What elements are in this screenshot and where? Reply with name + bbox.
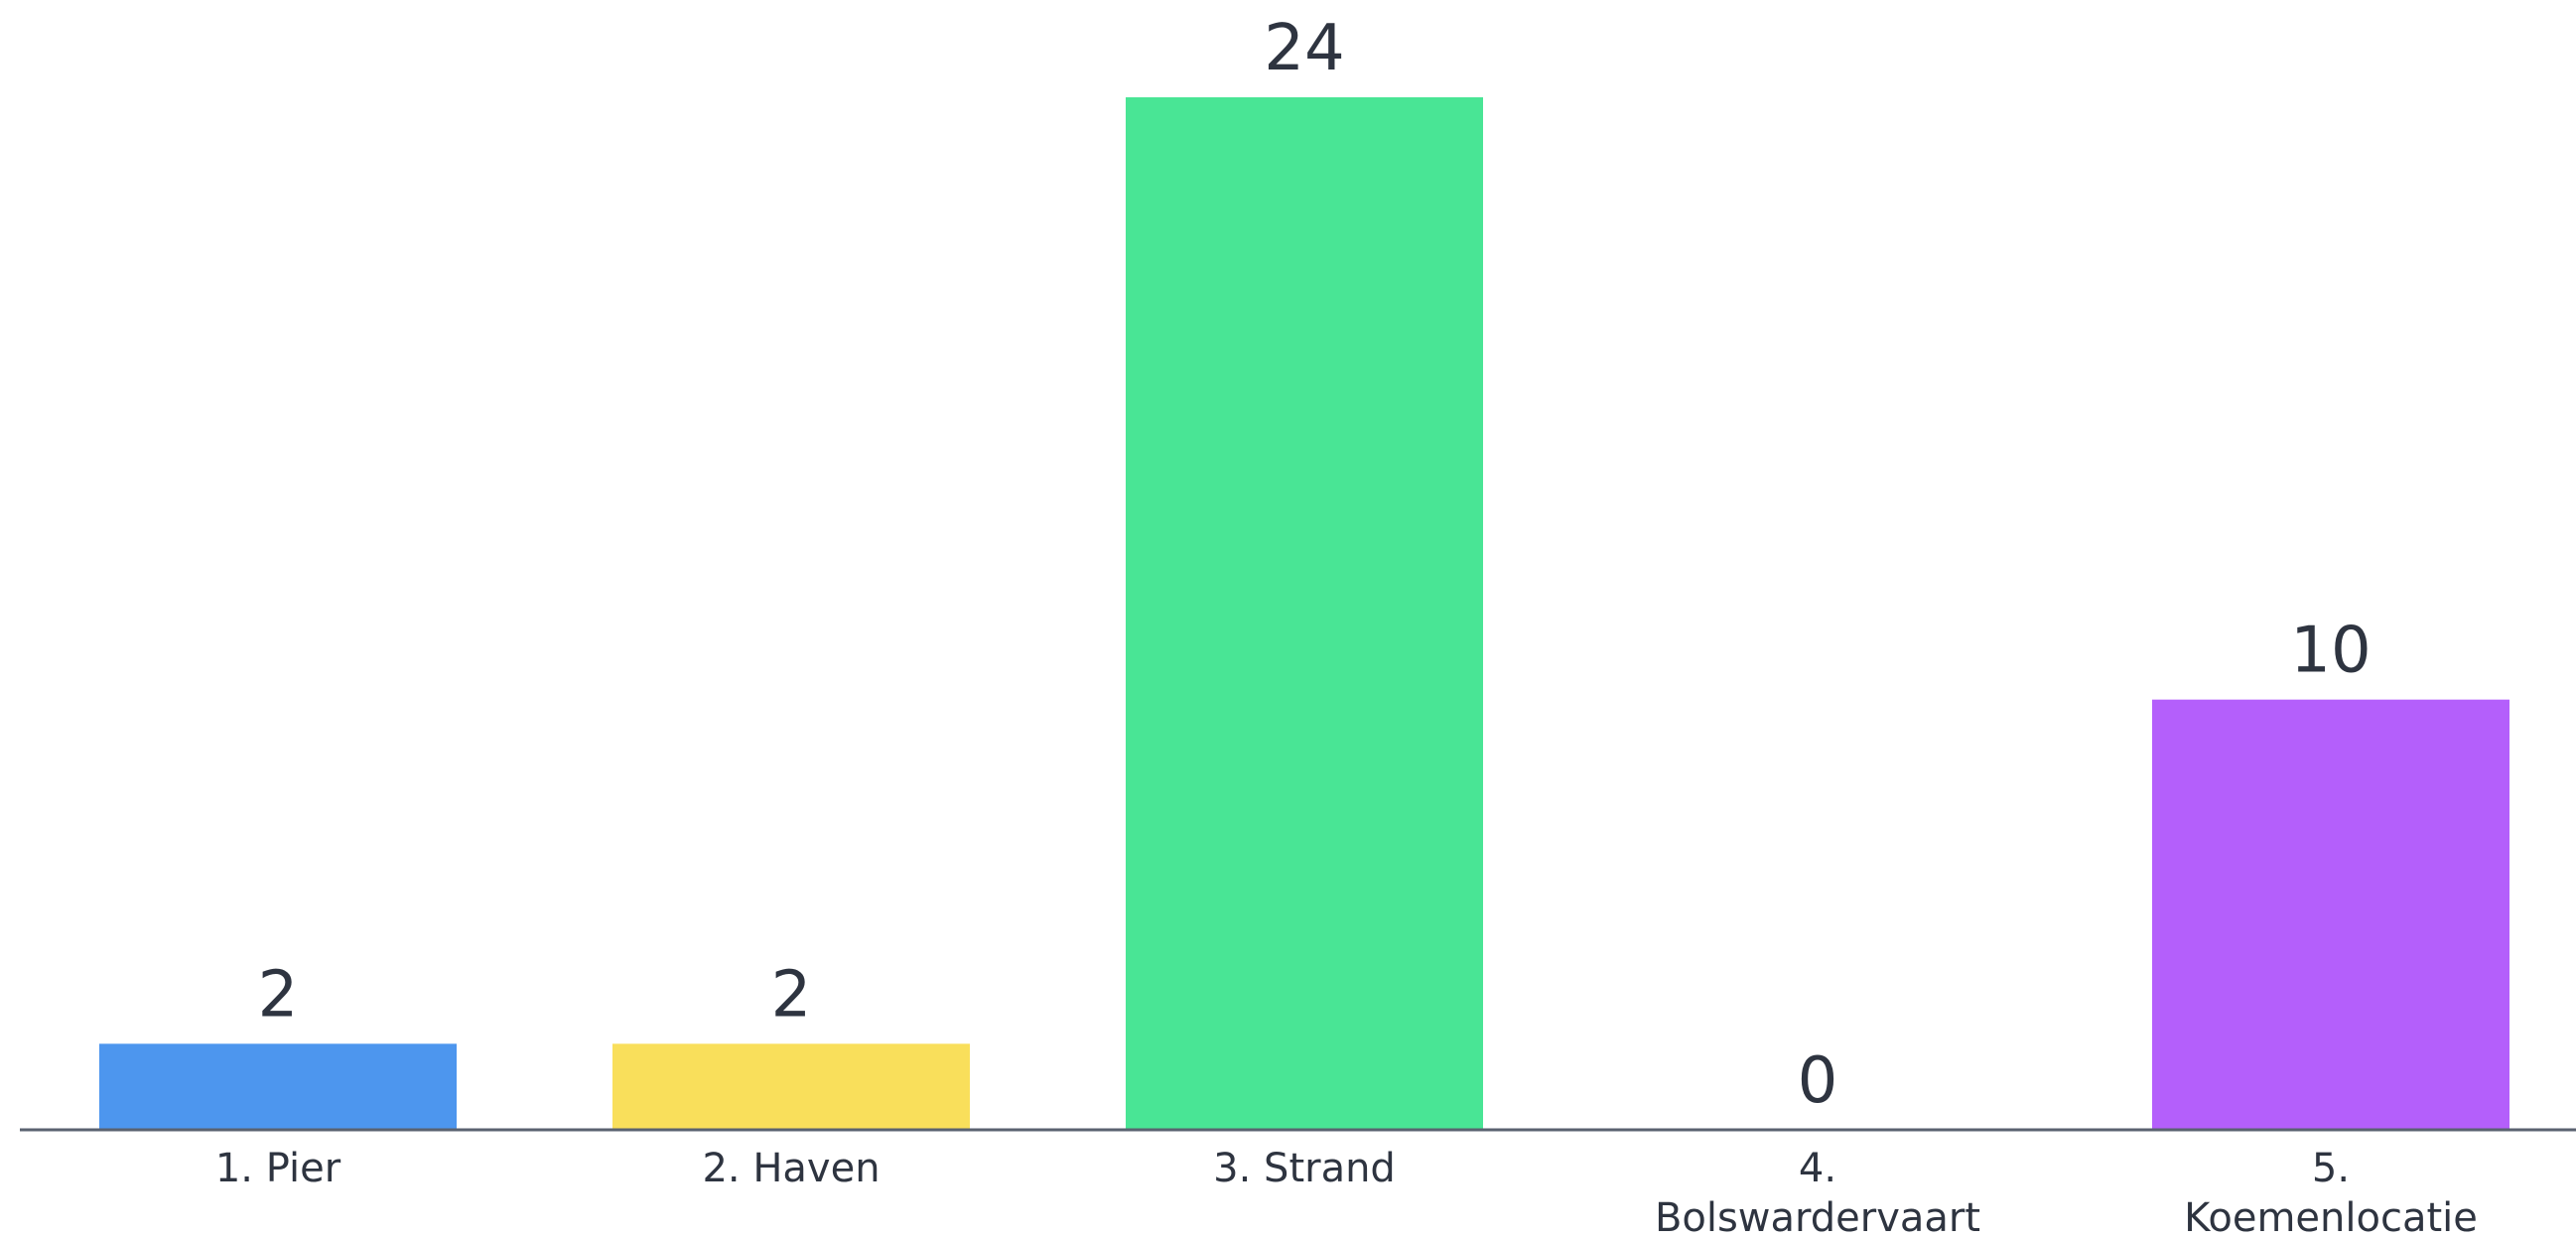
bar-2 <box>612 1043 970 1130</box>
category-label-5: 5. Koemenlocatie <box>2184 1146 2478 1241</box>
category-label-line: Bolswardervaart <box>1655 1195 1980 1241</box>
category-labels-group: 1. Pier 2. Haven 3. Strand 4. Bolswardervaar… <box>215 1146 2478 1241</box>
category-label-4: 4. Bolswardervaart <box>1655 1146 1980 1241</box>
category-label-3: 3. Strand <box>1213 1146 1396 1191</box>
value-label-2: 2 <box>771 958 812 1032</box>
category-label-line: 2. Haven <box>702 1146 880 1191</box>
category-label-line: 3. Strand <box>1213 1146 1396 1191</box>
category-label-2: 2. Haven <box>702 1146 880 1191</box>
bar-3 <box>1126 97 1483 1130</box>
value-label-1: 2 <box>258 958 299 1032</box>
value-label-4: 0 <box>1798 1044 1838 1118</box>
bar-5 <box>2152 699 2509 1130</box>
category-label-line: Koemenlocatie <box>2184 1195 2478 1241</box>
value-label-3: 24 <box>1264 12 1344 85</box>
category-label-1: 1. Pier <box>215 1146 341 1191</box>
bars-group <box>99 97 2509 1130</box>
category-label-line: 1. Pier <box>215 1146 341 1191</box>
value-label-5: 10 <box>2290 615 2371 688</box>
category-label-line: 4. <box>1799 1146 1836 1191</box>
category-label-line: 5. <box>2312 1146 2350 1191</box>
value-labels-group: 2 2 24 0 10 <box>258 12 2372 1118</box>
bar-1 <box>99 1043 457 1130</box>
